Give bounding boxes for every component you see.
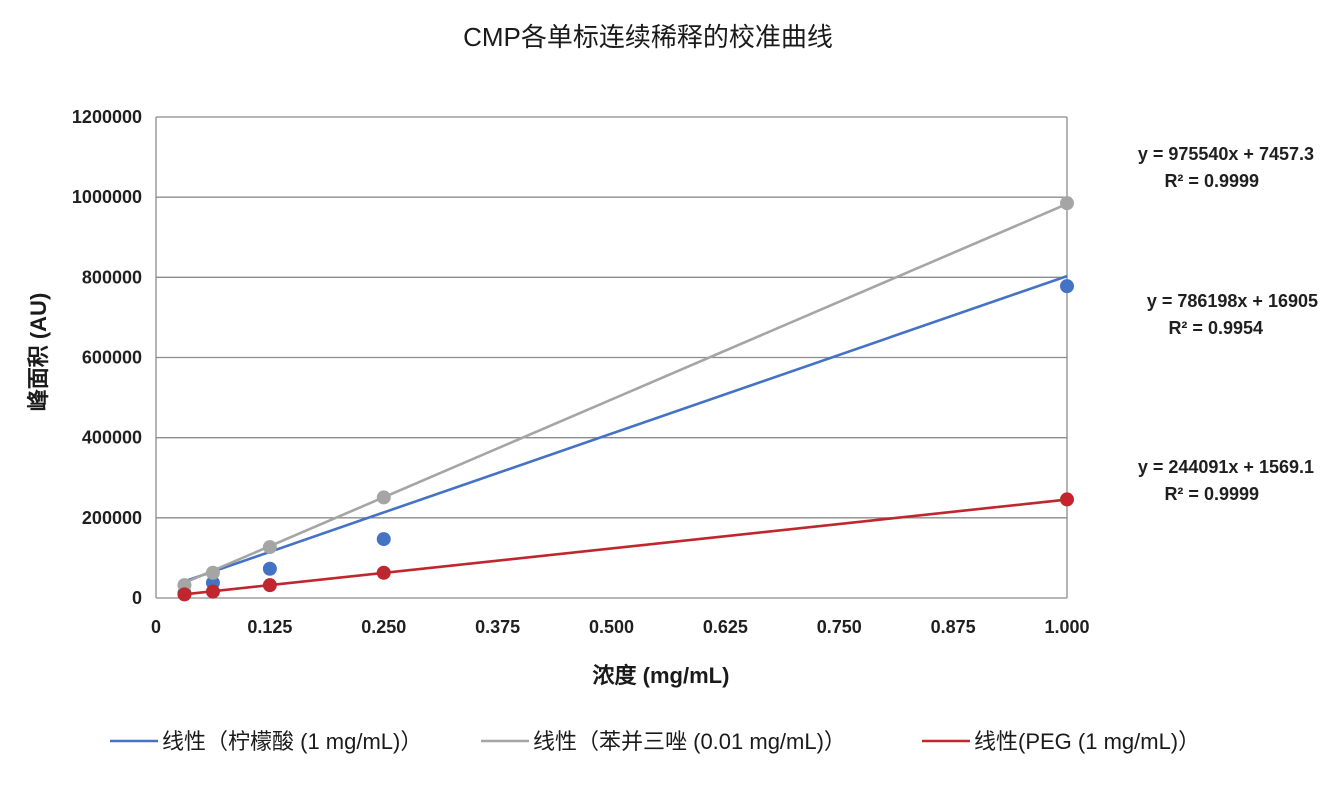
x-tick-label: 0.750 — [817, 617, 862, 637]
data-points — [177, 196, 1074, 602]
legend-label-2: 线性（苯并三唑 (0.01 mg/mL)） — [533, 729, 846, 754]
data-point-series-2 — [376, 490, 391, 505]
trendline-r-squared: R² = 0.9954 — [1168, 318, 1263, 338]
y-tick-label: 0 — [132, 588, 142, 608]
x-tick-label: 0.375 — [475, 617, 520, 637]
y-tick-label: 800000 — [82, 267, 142, 287]
grid-lines — [156, 116, 1067, 519]
x-tick-label: 0.625 — [703, 617, 748, 637]
data-point-series-3 — [262, 578, 277, 593]
x-tick-label: 0.125 — [247, 617, 292, 637]
tick-labels: 0 200000 400000 600000 800000 1000000 1200000 0… — [72, 107, 1090, 637]
legend-label-3: 线性(PEG (1 mg/mL)） — [974, 729, 1200, 754]
x-tick-label: 0.875 — [931, 617, 976, 637]
data-point-series-3 — [1060, 492, 1074, 507]
data-point-series-3 — [177, 587, 192, 602]
data-point-series-1 — [1060, 279, 1074, 294]
legend: 线性（柠檬酸 (1 mg/mL)） 线性（苯并三唑 (0.01 mg/mL)） 线性… — [110, 729, 1200, 754]
x-tick-label: 1.000 — [1044, 617, 1089, 637]
trendline-equations: y = 786198x + 16905 R² = 0.9954 y = 975540… — [1138, 144, 1318, 504]
data-point-series-1 — [262, 561, 277, 576]
y-tick-label: 600000 — [82, 348, 142, 368]
chart-title: CMP各单标连续稀释的校准曲线 — [463, 22, 833, 52]
legend-label-1: 线性（柠檬酸 (1 mg/mL)） — [162, 729, 422, 754]
y-tick-label: 1000000 — [72, 187, 142, 207]
data-point-series-2 — [1060, 196, 1074, 211]
trendline-r-squared: R² = 0.9999 — [1164, 171, 1259, 191]
x-axis-title: 浓度 (mg/mL) — [593, 663, 730, 688]
trendline-equation: y = 244091x + 1569.1 — [1138, 457, 1314, 477]
trendline-r-squared: R² = 0.9999 — [1164, 484, 1259, 504]
data-point-series-3 — [376, 565, 391, 580]
y-tick-label: 1200000 — [72, 107, 142, 127]
x-tick-label: 0.500 — [589, 617, 634, 637]
data-point-series-1 — [376, 532, 391, 547]
data-point-series-3 — [205, 584, 220, 599]
x-tick-label: 0 — [151, 617, 161, 637]
trendline-1 — [184, 274, 1068, 583]
data-point-series-2 — [262, 540, 277, 555]
y-tick-label: 400000 — [82, 428, 142, 448]
y-tick-label: 200000 — [82, 508, 142, 528]
data-point-series-2 — [205, 565, 220, 580]
trendline-3 — [184, 498, 1068, 596]
trendline-2 — [183, 202, 1068, 584]
y-axis-title: 峰面积 (AU) — [26, 293, 51, 412]
trendline-equation: y = 975540x + 7457.3 — [1138, 144, 1314, 164]
trendlines — [183, 202, 1068, 596]
x-tick-label: 0.250 — [361, 617, 406, 637]
trendline-equation: y = 786198x + 16905 — [1147, 291, 1318, 311]
